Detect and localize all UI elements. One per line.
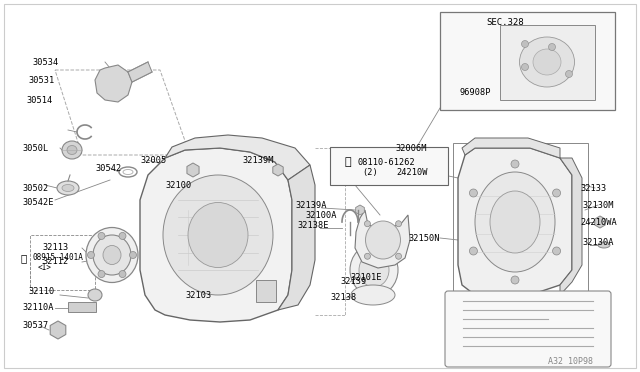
Ellipse shape — [188, 202, 248, 267]
Bar — [256, 280, 276, 302]
Text: 30514: 30514 — [26, 96, 52, 105]
Ellipse shape — [62, 141, 82, 159]
Text: 32130A: 32130A — [582, 237, 614, 247]
Ellipse shape — [598, 242, 610, 248]
Text: 30542: 30542 — [95, 164, 121, 173]
Polygon shape — [278, 165, 315, 310]
Text: 30534: 30534 — [32, 58, 58, 67]
Text: 32100: 32100 — [165, 180, 191, 189]
Circle shape — [522, 41, 529, 48]
Text: 30542E: 30542E — [22, 198, 54, 206]
Text: 32006M: 32006M — [395, 144, 426, 153]
Polygon shape — [128, 62, 152, 82]
Text: 08915-1401A: 08915-1401A — [32, 253, 83, 263]
Circle shape — [396, 253, 401, 259]
Ellipse shape — [88, 289, 102, 301]
Ellipse shape — [62, 185, 74, 192]
Bar — [453, 143, 588, 300]
Text: Ⓜ: Ⓜ — [21, 253, 27, 263]
Circle shape — [469, 247, 477, 255]
Text: Ⓑ: Ⓑ — [345, 157, 351, 167]
Ellipse shape — [350, 244, 398, 296]
Bar — [440, 12, 615, 110]
Text: 3050L: 3050L — [22, 144, 48, 153]
Circle shape — [511, 276, 519, 284]
Polygon shape — [355, 210, 410, 268]
Text: <1>: <1> — [38, 263, 52, 273]
Polygon shape — [165, 135, 310, 180]
Ellipse shape — [365, 221, 401, 259]
Text: 32100A: 32100A — [305, 211, 337, 219]
Circle shape — [566, 71, 573, 77]
Text: 32103: 32103 — [185, 292, 211, 301]
Text: 32113: 32113 — [42, 244, 68, 253]
Circle shape — [396, 221, 401, 227]
Bar — [68, 302, 96, 312]
Circle shape — [98, 270, 105, 278]
Ellipse shape — [490, 191, 540, 253]
Text: 32150N: 32150N — [408, 234, 440, 243]
Text: SEC.328: SEC.328 — [486, 17, 524, 26]
Ellipse shape — [475, 172, 555, 272]
Circle shape — [548, 44, 556, 51]
Polygon shape — [458, 148, 572, 295]
Bar — [30, 235, 95, 290]
Text: 32112: 32112 — [42, 257, 68, 266]
Polygon shape — [560, 158, 582, 295]
Circle shape — [511, 160, 519, 168]
Polygon shape — [462, 138, 560, 158]
Text: 24210WA: 24210WA — [580, 218, 617, 227]
Text: 32133: 32133 — [580, 183, 606, 192]
Ellipse shape — [86, 228, 138, 282]
Circle shape — [552, 247, 561, 255]
Text: 24210W: 24210W — [396, 167, 428, 176]
Circle shape — [98, 232, 105, 240]
Ellipse shape — [67, 145, 77, 154]
Text: 32139A: 32139A — [295, 201, 326, 209]
Ellipse shape — [520, 37, 575, 87]
Circle shape — [552, 189, 561, 197]
Ellipse shape — [57, 181, 79, 195]
Text: 32138E: 32138E — [297, 221, 328, 230]
Text: 32130M: 32130M — [582, 201, 614, 209]
Bar — [330, 147, 448, 185]
Text: 32139M: 32139M — [242, 155, 273, 164]
Circle shape — [129, 251, 136, 259]
Text: 96908P: 96908P — [460, 87, 492, 96]
Text: A32 10P98: A32 10P98 — [548, 357, 593, 366]
Bar — [500, 25, 595, 100]
Circle shape — [119, 232, 126, 240]
Text: 30537: 30537 — [22, 321, 48, 330]
Text: 32110A: 32110A — [22, 304, 54, 312]
Circle shape — [119, 270, 126, 278]
Circle shape — [469, 189, 477, 197]
Ellipse shape — [359, 253, 389, 287]
Circle shape — [364, 253, 371, 259]
Text: 32138: 32138 — [330, 294, 356, 302]
Ellipse shape — [351, 285, 395, 305]
Ellipse shape — [533, 49, 561, 75]
Text: 30502: 30502 — [22, 183, 48, 192]
Text: 30531: 30531 — [28, 76, 54, 84]
FancyBboxPatch shape — [445, 291, 611, 367]
Ellipse shape — [103, 246, 121, 264]
Text: 32139: 32139 — [340, 278, 366, 286]
Text: 08110-61262: 08110-61262 — [358, 157, 416, 167]
Polygon shape — [140, 148, 292, 322]
Circle shape — [364, 221, 371, 227]
Text: (2): (2) — [362, 167, 378, 176]
Text: 32110: 32110 — [28, 288, 54, 296]
Circle shape — [522, 64, 529, 71]
Text: 32005: 32005 — [140, 155, 166, 164]
Text: 32101E: 32101E — [350, 273, 381, 282]
Polygon shape — [95, 65, 132, 102]
Ellipse shape — [163, 175, 273, 295]
Ellipse shape — [93, 235, 131, 275]
Circle shape — [88, 251, 95, 259]
